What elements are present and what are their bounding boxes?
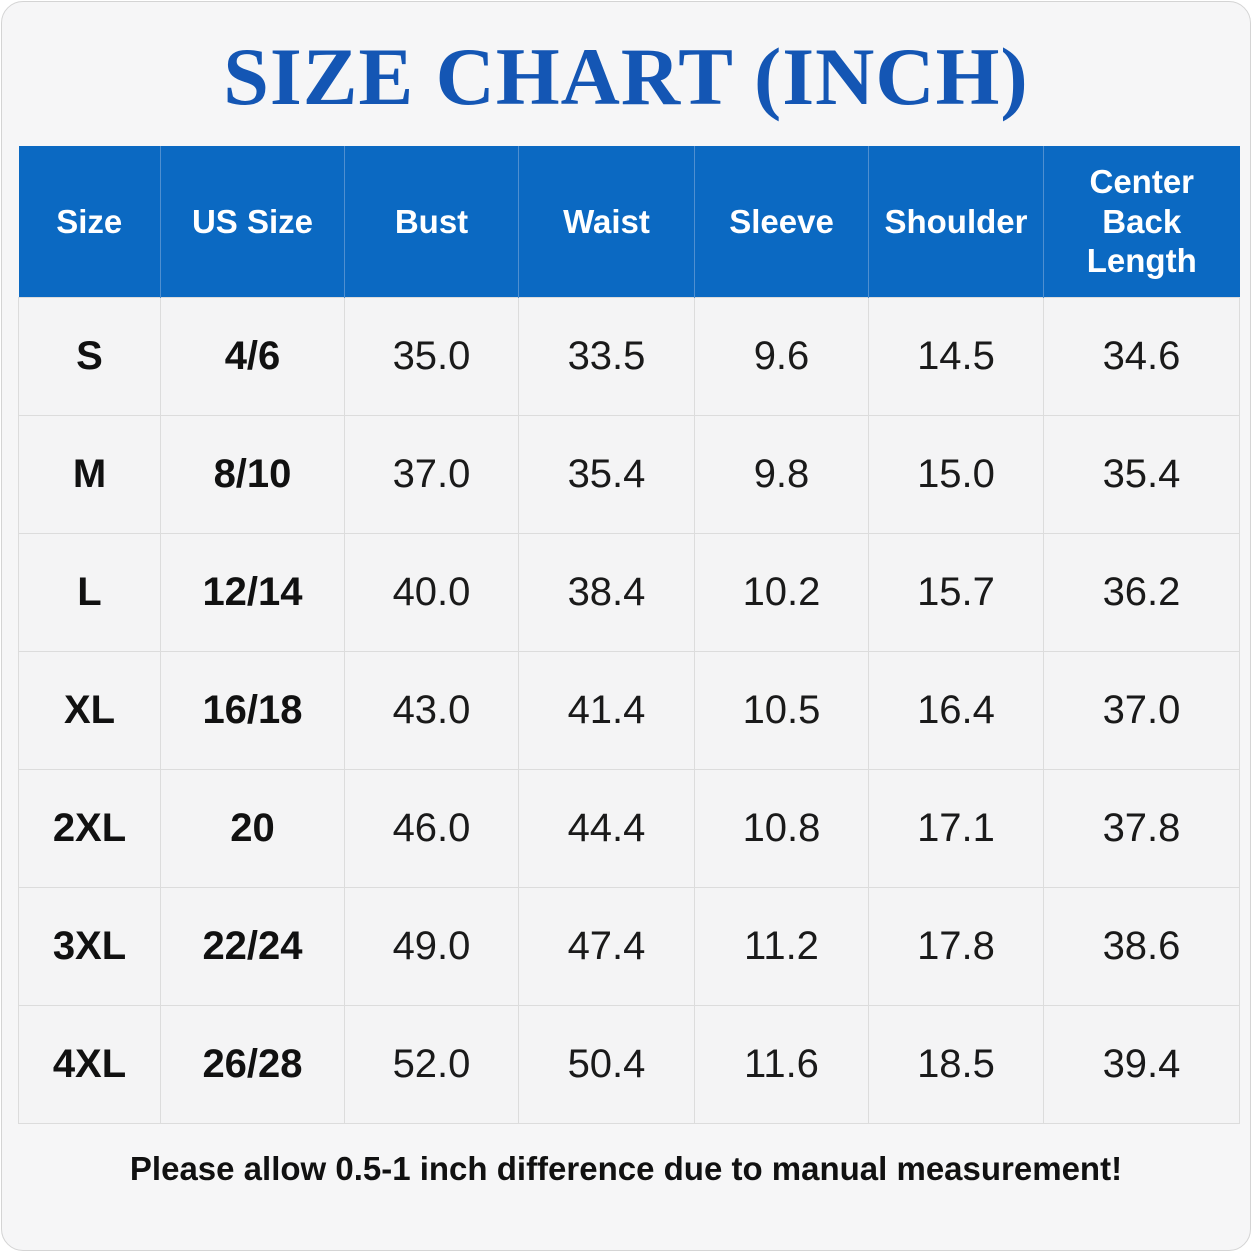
cell: 3XL [18, 887, 161, 1006]
cell: 37.0 [344, 415, 519, 534]
cell: 46.0 [344, 769, 519, 888]
cell: 4XL [18, 1005, 161, 1124]
cell: 15.0 [868, 415, 1044, 534]
cell: 2XL [18, 769, 161, 888]
cell: 26/28 [160, 1005, 345, 1124]
cell: S [18, 297, 161, 416]
cell: L [18, 533, 161, 652]
cell: 35.4 [1043, 415, 1240, 534]
cell: 8/10 [160, 415, 345, 534]
cell: 34.6 [1043, 297, 1240, 416]
cell: 36.2 [1043, 533, 1240, 652]
column-header: Shoulder [868, 146, 1044, 298]
cell: 9.6 [694, 297, 869, 416]
column-header: Bust [344, 146, 519, 298]
cell: 12/14 [160, 533, 345, 652]
cell: 39.4 [1043, 1005, 1240, 1124]
cell: 41.4 [518, 651, 695, 770]
cell: 4/6 [160, 297, 345, 416]
cell: 10.5 [694, 651, 869, 770]
cell: 15.7 [868, 533, 1044, 652]
cell: 17.1 [868, 769, 1044, 888]
cell: 35.4 [518, 415, 695, 534]
cell: 44.4 [518, 769, 695, 888]
cell: 40.0 [344, 533, 519, 652]
size-row: L 12/14 40.0 38.4 10.2 15.7 36.2 [18, 533, 1240, 652]
table-body: S 4/6 35.0 33.5 9.6 14.5 34.6 M 8/10 37.0 35.4 9.8 1… [18, 297, 1240, 1124]
header-row: Size US Size Bust Waist Sleeve Shoulder Center… [18, 146, 1240, 298]
table-head: Size US Size Bust Waist Sleeve Shoulder Center… [18, 146, 1240, 298]
cell: 43.0 [344, 651, 519, 770]
size-row: S 4/6 35.0 33.5 9.6 14.5 34.6 [18, 297, 1240, 416]
column-header: Sleeve [694, 146, 869, 298]
cell: 50.4 [518, 1005, 695, 1124]
column-header: Waist [518, 146, 695, 298]
cell: 37.0 [1043, 651, 1240, 770]
cell: 38.6 [1043, 887, 1240, 1006]
cell: 9.8 [694, 415, 869, 534]
cell: 16.4 [868, 651, 1044, 770]
cell: 49.0 [344, 887, 519, 1006]
size-row: XL 16/18 43.0 41.4 10.5 16.4 37.0 [18, 651, 1240, 770]
note: Please allow 0.5-1 inch difference due t… [129, 1150, 1123, 1187]
size-row: 3XL 22/24 49.0 47.4 11.2 17.8 38.6 [18, 887, 1240, 1006]
size-row: 2XL 20 46.0 44.4 10.8 17.1 37.8 [18, 769, 1240, 888]
cell: 11.2 [694, 887, 869, 1006]
column-header: Size [18, 146, 161, 298]
cell: 20 [160, 769, 345, 888]
cell: 10.8 [694, 769, 869, 888]
cell: 14.5 [868, 297, 1044, 416]
cell: 47.4 [518, 887, 695, 1006]
cell: 37.8 [1043, 769, 1240, 888]
cell: 33.5 [518, 297, 695, 416]
cell: 22/24 [160, 887, 345, 1006]
cell: XL [18, 651, 161, 770]
cell: 18.5 [868, 1005, 1044, 1124]
column-header: Center Back Length [1043, 146, 1240, 298]
column-header: US Size [160, 146, 345, 298]
size-row: M 8/10 37.0 35.4 9.8 15.0 35.4 [18, 415, 1240, 534]
cell: 10.2 [694, 533, 869, 652]
cell: 11.6 [694, 1005, 869, 1124]
title: SIZE CHART (INCH) [223, 31, 1029, 122]
cell: 38.4 [518, 533, 695, 652]
cell: 16/18 [160, 651, 345, 770]
cell: 52.0 [344, 1005, 519, 1124]
size-table: Size US Size Bust Waist Sleeve Shoulder Center… [18, 146, 1240, 1124]
cell: 35.0 [344, 297, 519, 416]
cell: 17.8 [868, 887, 1044, 1006]
size-row: 4XL 26/28 52.0 50.4 11.6 18.5 39.4 [18, 1005, 1240, 1124]
cell: M [18, 415, 161, 534]
